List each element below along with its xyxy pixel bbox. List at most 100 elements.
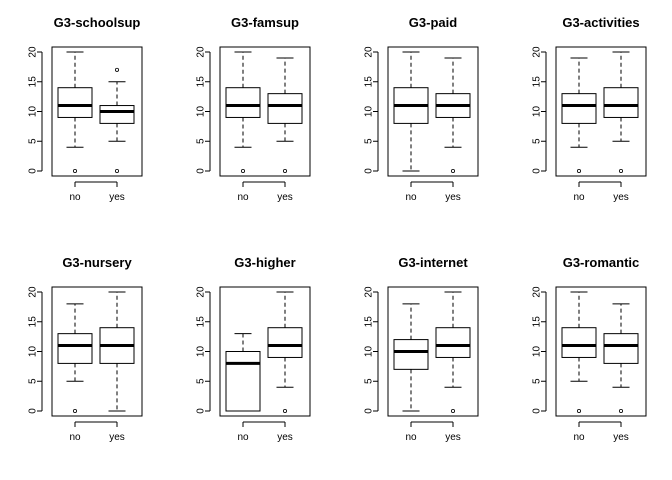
plot-frame [219,286,311,417]
box-no [561,57,597,173]
box-yes [267,57,303,173]
iqr-box [603,87,639,118]
x-tick-label: no [69,192,81,203]
panel-title: G3-higher [234,255,295,270]
outlier-point [73,168,78,173]
x-tick-label: yes [277,192,293,203]
x-tick-label: yes [109,432,125,443]
box-no [57,51,93,173]
iqr-box [225,351,261,412]
y-tick-label: 0 [196,168,207,174]
box-no [393,303,429,412]
y-tick-label: 5 [196,378,207,384]
iqr-box [561,327,597,358]
x-tick-label: no [69,432,81,443]
panel-0: G3-schoolsup 0 5 10 15 20 no yes [28,15,143,203]
box-no [57,303,93,413]
y-tick-label: 10 [28,346,39,358]
box-no [393,51,429,172]
y-tick-label: 10 [532,346,543,358]
y-tick-label: 20 [196,286,207,298]
iqr-box [561,93,597,124]
x-tick-label: yes [613,432,629,443]
iqr-box [603,333,639,364]
box-no [225,51,261,173]
iqr-box [225,87,261,118]
y-tick-label: 5 [364,378,375,384]
panel-7: G3-romantic 0 5 10 15 20 no yes [532,255,647,443]
y-tick-label: 10 [364,346,375,358]
y-tick-label: 15 [28,316,39,328]
y-tick-label: 0 [28,408,39,414]
panel-3: G3-activities 0 5 10 15 20 no yes [532,15,647,203]
y-tick-label: 10 [532,106,543,118]
y-tick-label: 5 [532,378,543,384]
y-tick-label: 15 [196,316,207,328]
iqr-box [99,105,135,124]
box-no [225,333,261,412]
iqr-box [267,327,303,358]
y-tick-label: 15 [532,316,543,328]
outlier-point [115,168,120,173]
box-yes [603,303,639,413]
y-tick-label: 15 [28,76,39,88]
x-tick-label: yes [445,432,461,443]
y-tick-label: 0 [28,168,39,174]
iqr-box [57,333,93,364]
y-tick-label: 20 [532,286,543,298]
y-tick-label: 20 [364,46,375,58]
x-tick-label: yes [613,192,629,203]
panel-4: G3-nursery 0 5 10 15 20 no yes [28,255,143,443]
y-tick-label: 10 [28,106,39,118]
plot-frame [387,46,479,177]
outlier-point [73,408,78,413]
box-yes [99,291,135,412]
outlier-point [577,168,582,173]
plot-frame [387,286,479,417]
box-yes [99,67,135,173]
x-tick-label: no [405,432,417,443]
iqr-box [393,339,429,370]
x-tick-label: yes [277,432,293,443]
x-tick-label: no [237,192,249,203]
y-tick-label: 20 [196,46,207,58]
x-tick-label: no [573,192,585,203]
panel-title: G3-nursery [62,255,132,270]
outlier-point [450,408,455,413]
box-no [561,291,597,413]
y-tick-label: 15 [364,316,375,328]
x-tick-label: yes [109,192,125,203]
y-tick-label: 5 [28,138,39,144]
y-tick-label: 0 [196,408,207,414]
outlier-point [619,408,624,413]
panel-title: G3-schoolsup [54,15,141,30]
y-tick-label: 20 [28,46,39,58]
panel-2: G3-paid 0 5 10 15 20 no yes [364,15,479,203]
x-tick-label: yes [445,192,461,203]
outlier-point [450,168,455,173]
box-yes [267,291,303,413]
outlier-point [115,67,120,72]
y-tick-label: 15 [196,76,207,88]
panel-5: G3-higher 0 5 10 15 20 no yes [196,255,311,443]
box-yes [435,57,471,173]
panel-title: G3-romantic [563,255,640,270]
y-tick-label: 0 [364,408,375,414]
iqr-box [435,327,471,358]
y-tick-label: 5 [28,378,39,384]
y-tick-label: 0 [532,408,543,414]
plot-frame [555,46,647,177]
panel-title: G3-paid [409,15,457,30]
y-tick-label: 5 [364,138,375,144]
y-tick-label: 0 [532,168,543,174]
plot-frame [51,46,143,177]
y-tick-label: 15 [532,76,543,88]
box-yes [603,51,639,173]
x-tick-label: no [237,432,249,443]
plot-frame [555,286,647,417]
outlier-point [577,408,582,413]
outlier-point [282,408,287,413]
y-tick-label: 0 [364,168,375,174]
plot-frame [219,46,311,177]
y-tick-label: 20 [28,286,39,298]
